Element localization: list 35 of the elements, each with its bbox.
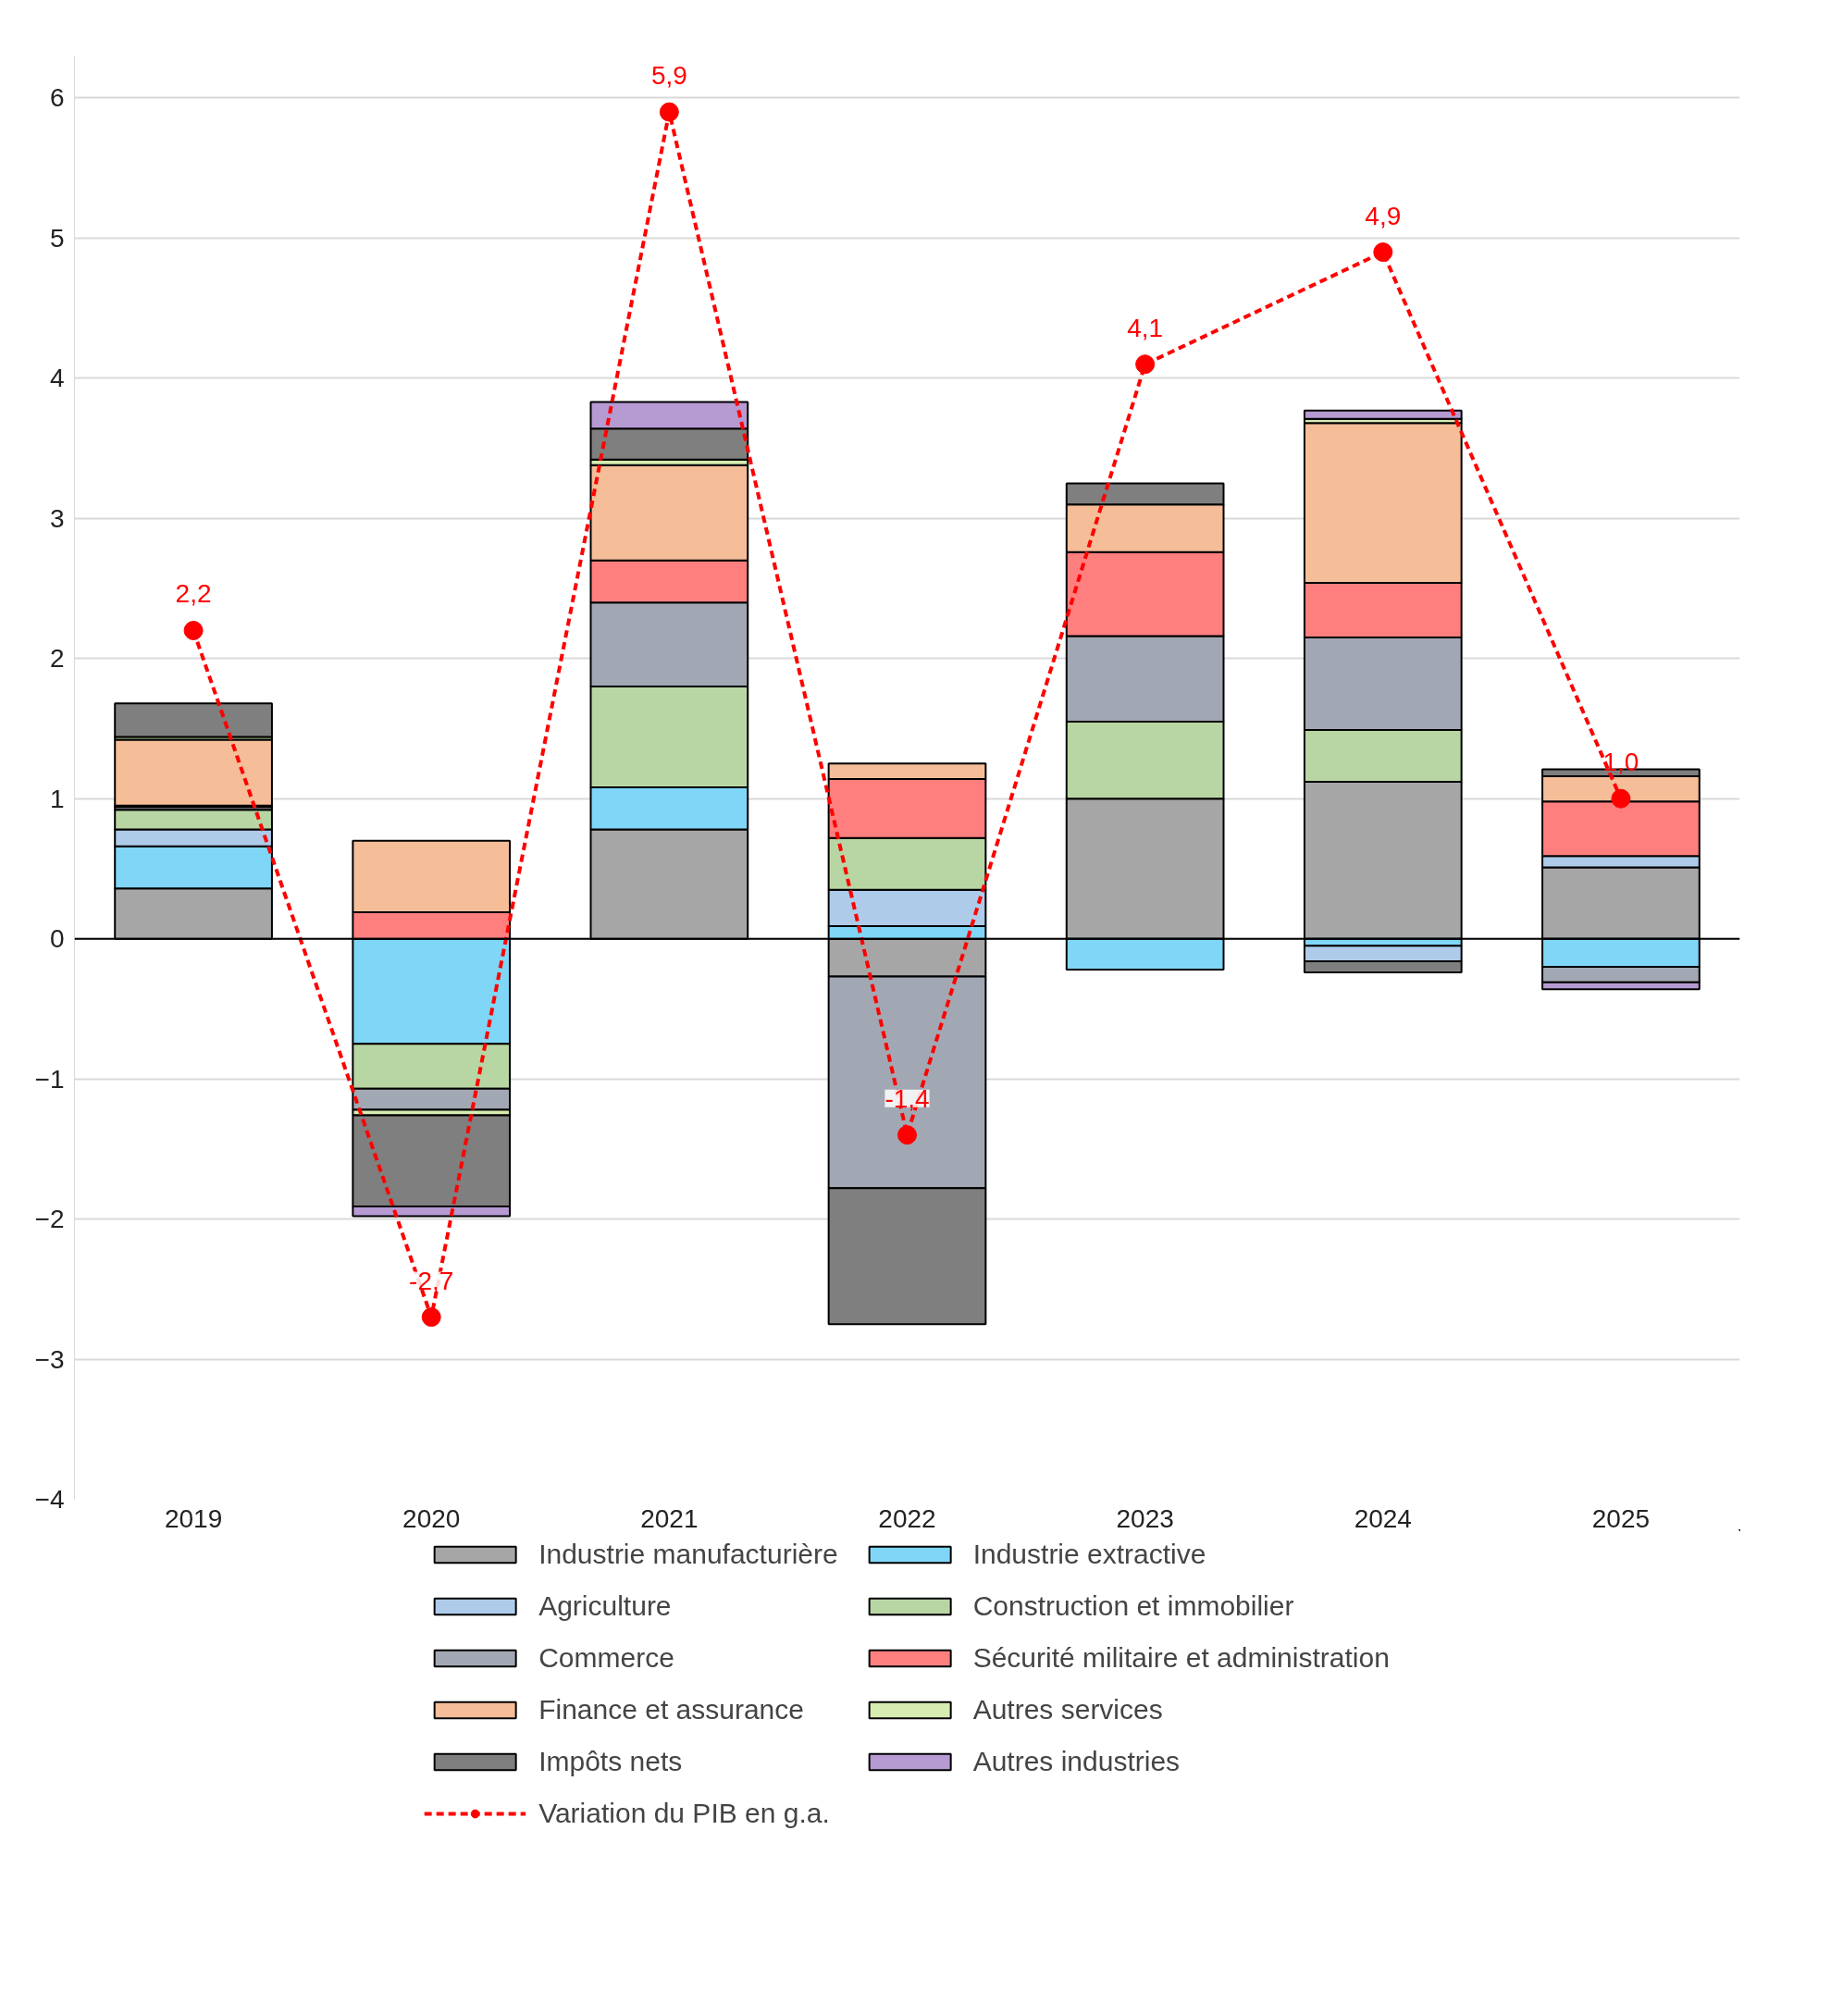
legend-label: Finance et assurance [538, 1694, 804, 1725]
y-tick-label: 1 [49, 784, 65, 813]
data-label: -1,4 [884, 1083, 930, 1113]
y-tick-label: 5 [49, 223, 65, 253]
legend-label: Sécurité militaire et administration [972, 1642, 1390, 1674]
y-tick-label: −2 [34, 1205, 65, 1234]
data-label: 4,1 [1127, 313, 1164, 342]
legend-label: Agriculture [538, 1590, 672, 1622]
y-tick-label: 3 [49, 503, 65, 533]
y-tick-label: −4 [34, 1485, 65, 1514]
data-label: 5,9 [650, 61, 687, 91]
y-tick-label: 6 [49, 83, 65, 113]
data-label: -2,7 [409, 1266, 454, 1295]
data-label: 2,2 [175, 579, 212, 609]
data-label: 4,9 [1365, 201, 1402, 230]
x-tick-label: 2024 [1354, 1503, 1412, 1533]
legend-label: Autres services [972, 1694, 1163, 1725]
x-tick-label: 2021 [640, 1503, 699, 1533]
legend-label: Commerce [538, 1642, 674, 1674]
legend-label: Industrie manufacturière [538, 1539, 838, 1570]
x-tick-label: 2025 [1591, 1503, 1651, 1533]
y-tick-label: −1 [34, 1064, 65, 1094]
legend-label: Industrie extractive [972, 1539, 1206, 1570]
y-tick-label: 4 [49, 364, 65, 393]
legend-label: Impôts nets [538, 1746, 683, 1777]
x-tick-label: 2023 [1116, 1503, 1174, 1533]
y-tick-label: −3 [34, 1344, 65, 1374]
legend-label: Variation du PIB en g.a. [538, 1798, 830, 1829]
y-tick-label: 2 [49, 644, 65, 674]
x-tick-label: 2019 [164, 1503, 223, 1533]
legend-label: Construction et immobilier [972, 1590, 1294, 1622]
legend-label: Autres industries [972, 1746, 1181, 1777]
x-tick-label: 2020 [402, 1503, 461, 1533]
x-tick-label: 2022 [878, 1503, 936, 1533]
y-tick-label: 0 [49, 924, 65, 954]
